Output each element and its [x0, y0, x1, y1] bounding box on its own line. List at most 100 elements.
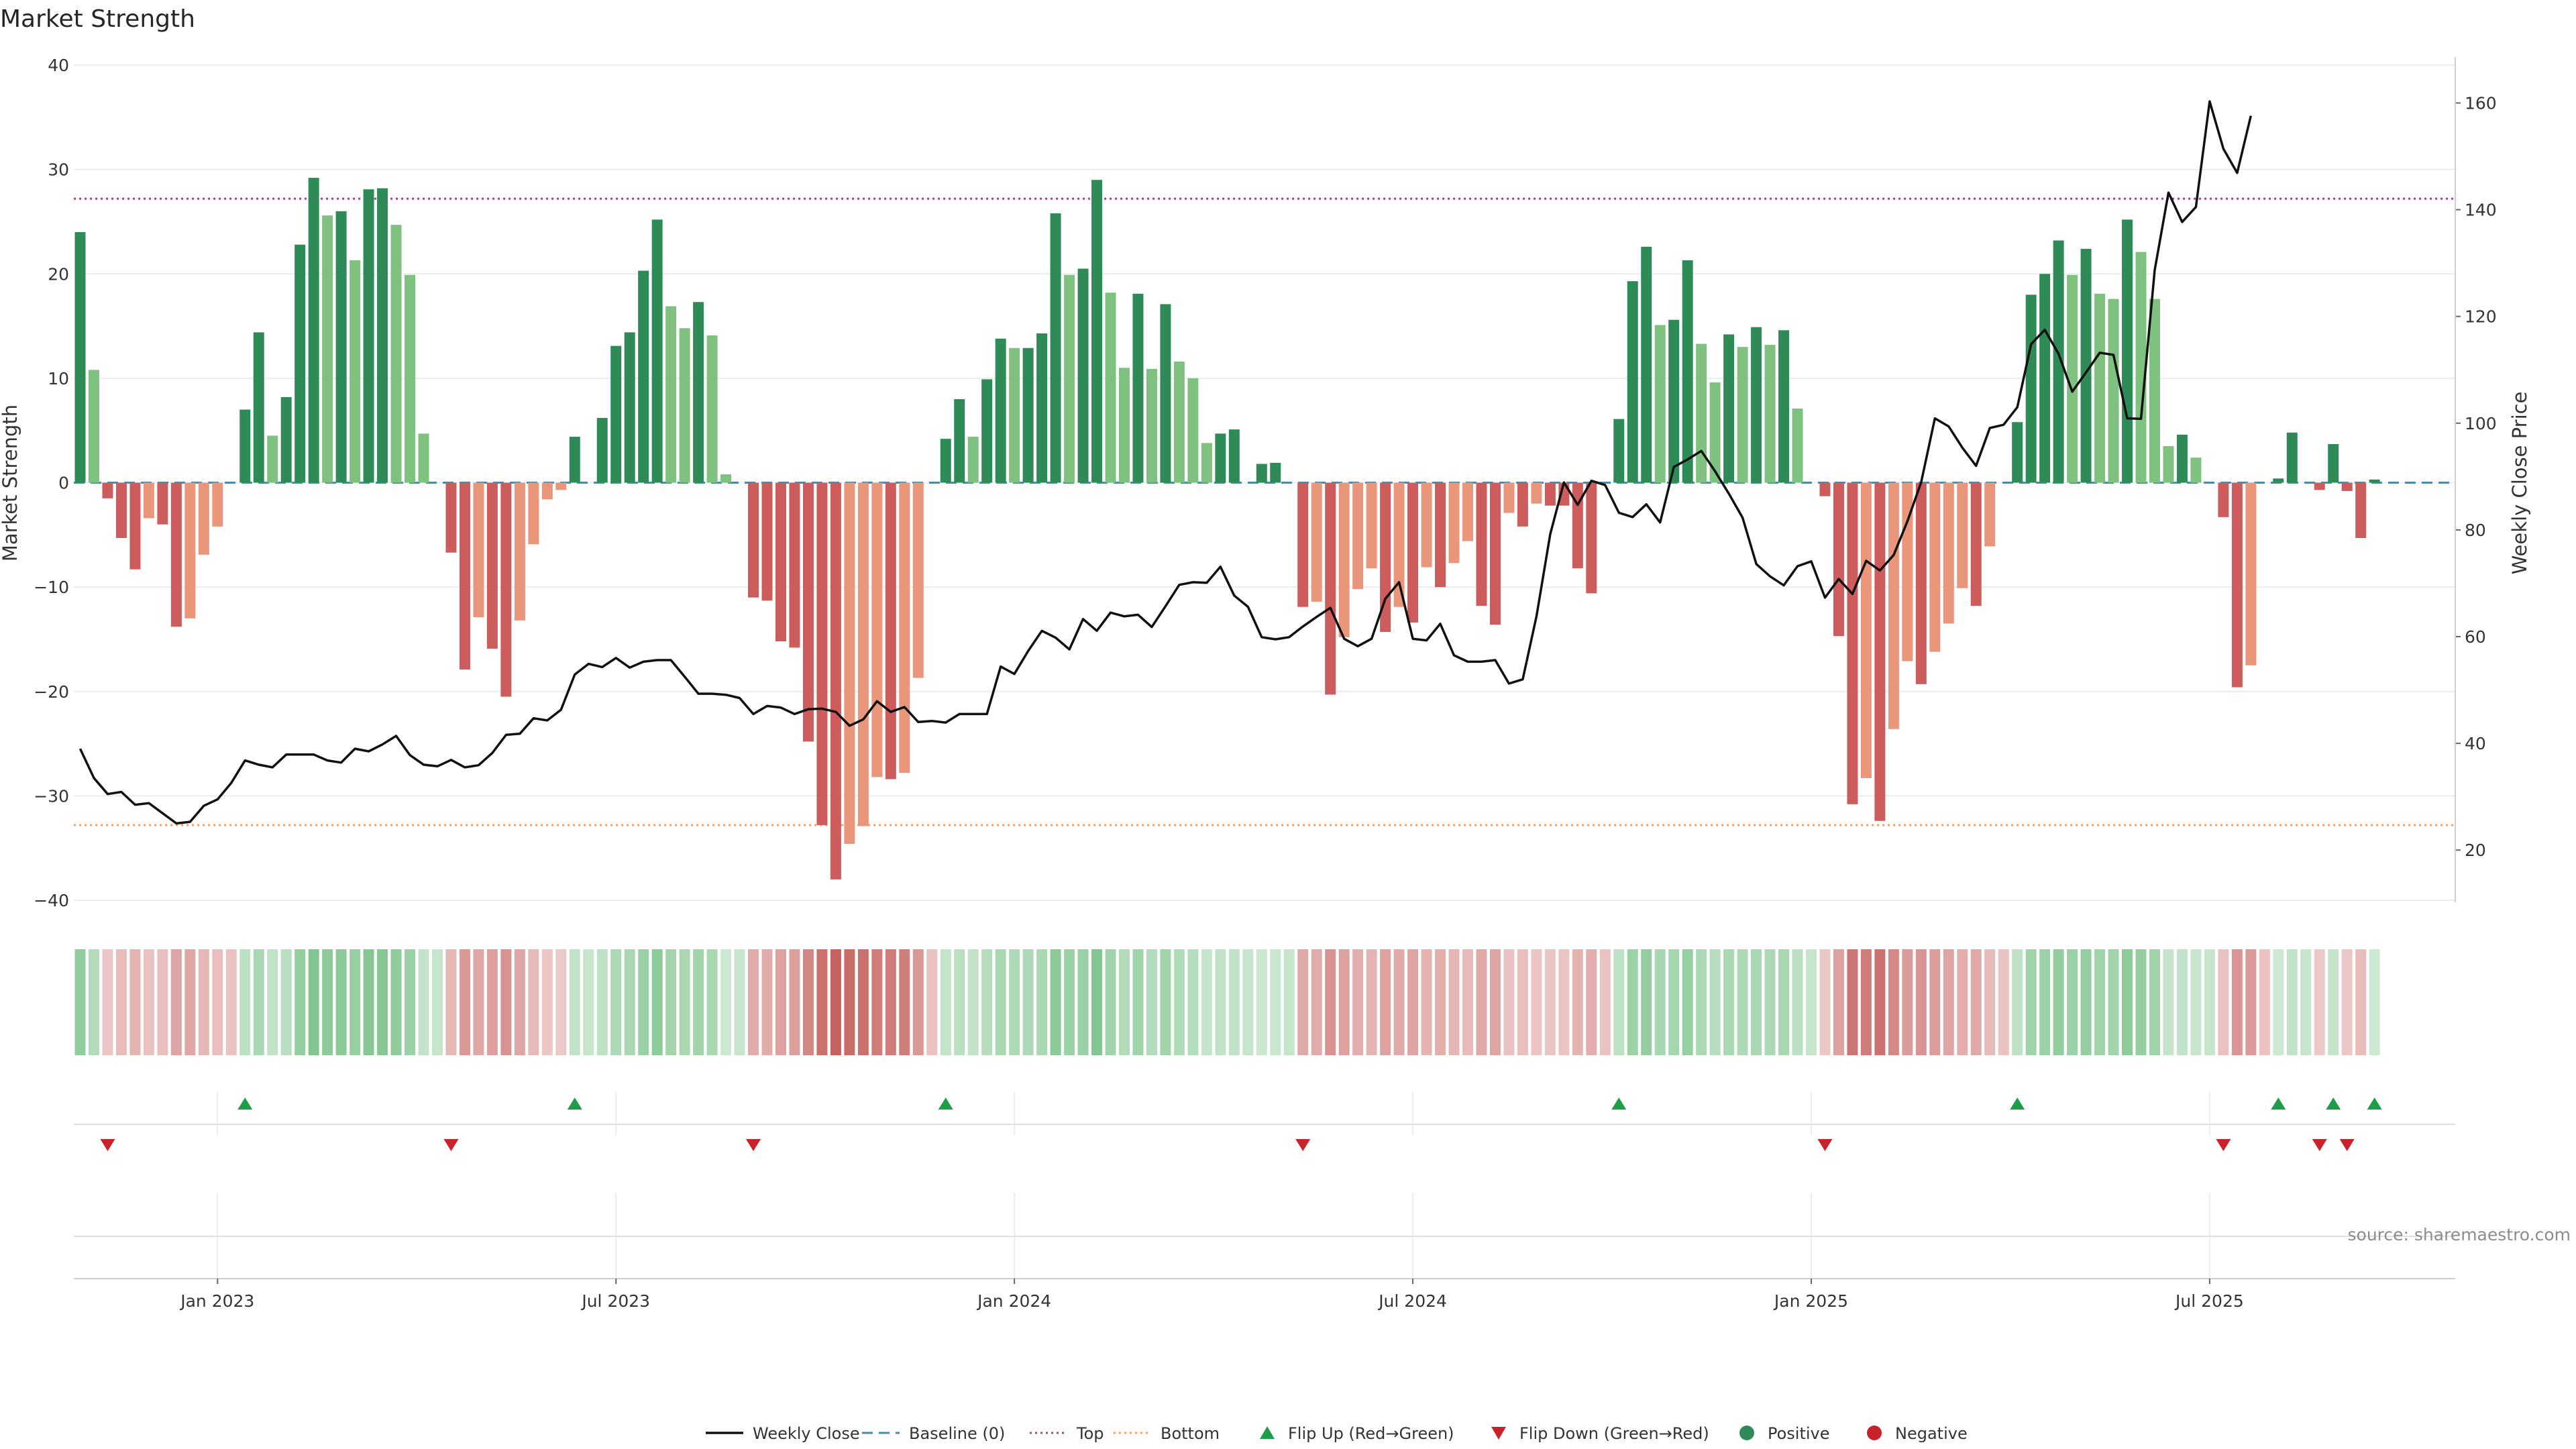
heatmap-cell [1380, 949, 1391, 1055]
strength-bar [2025, 294, 2037, 483]
heatmap-cell [596, 949, 608, 1055]
strength-bar [1022, 347, 1034, 483]
strength-bar [995, 338, 1006, 483]
strength-bar [486, 482, 498, 649]
strength-bar [789, 482, 800, 648]
heatmap-cell [390, 949, 402, 1055]
heatmap-cell [280, 949, 292, 1055]
x-tick-label: Jan 2024 [976, 1291, 1051, 1311]
heatmap-cell [954, 949, 965, 1055]
strength-bar [1764, 345, 1776, 483]
heatmap-cell [1984, 949, 1996, 1055]
y-left-tick: 0 [58, 474, 69, 493]
strength-bar [748, 482, 759, 598]
heatmap-cell [1888, 949, 1899, 1055]
heatmap-cell [665, 949, 677, 1055]
heatmap-cell [1215, 949, 1226, 1055]
strength-bar [308, 178, 319, 483]
heatmap-cell [350, 949, 361, 1055]
heatmap-cell [1009, 949, 1020, 1055]
legend-label: Top [1076, 1424, 1104, 1443]
flip-up-marker [938, 1097, 953, 1110]
heatmap-cell [912, 949, 924, 1055]
y-right-label: Weekly Close Price [2508, 392, 2531, 575]
strength-bar [967, 437, 979, 483]
y-right-tick: 60 [2465, 627, 2486, 647]
legend-item: Negative [1867, 1424, 1968, 1443]
heatmap-cell [1902, 949, 1913, 1055]
heatmap-cell [706, 949, 718, 1055]
heatmap-cell [1146, 949, 1157, 1055]
strength-bar [1201, 443, 1212, 483]
heatmap-cell [1352, 949, 1364, 1055]
heatmap-cell [2328, 949, 2339, 1055]
strength-bar [157, 482, 168, 525]
heatmap-cell [693, 949, 704, 1055]
heatmap-cell [1489, 949, 1501, 1055]
heatmap-cell [583, 949, 594, 1055]
strength-bar [267, 435, 278, 483]
heatmap-cell [170, 949, 182, 1055]
flip-markers-panel [74, 1092, 2455, 1151]
heatmap-cell [405, 949, 416, 1055]
heatmap-cell [2286, 949, 2298, 1055]
strength-bar [2163, 446, 2174, 483]
heatmap-cell [1448, 949, 1460, 1055]
strength-bar [1421, 482, 1432, 568]
heatmap-cell [1462, 949, 1473, 1055]
heatmap-cell [720, 949, 732, 1055]
strength-bar [885, 482, 896, 780]
strength-bar [2122, 219, 2133, 483]
heatmap-cell [431, 949, 443, 1055]
heatmap-cell [926, 949, 938, 1055]
heatmap-cell [225, 949, 237, 1055]
axes: 403020100−10−20−30−401601401201008060402… [0, 56, 2531, 910]
strength-bar [638, 270, 649, 483]
heatmap-cell [418, 949, 429, 1055]
strength-bar [2067, 274, 2078, 483]
strength-bar [1393, 482, 1405, 607]
strength-bar [596, 418, 608, 483]
strength-bar [693, 302, 704, 483]
strength-bar [665, 306, 677, 483]
strength-bar [1489, 482, 1501, 625]
heatmap-cell [1544, 949, 1556, 1055]
strength-bar [679, 328, 690, 483]
strength-bar [1970, 482, 1982, 606]
strength-bar [2012, 422, 2023, 483]
heatmap-cell [1297, 949, 1309, 1055]
heatmap-cell [1723, 949, 1735, 1055]
strength-bar [239, 409, 251, 483]
heatmap-cell [1764, 949, 1776, 1055]
strength-bar [1009, 347, 1020, 483]
heatmap-cell [569, 949, 580, 1055]
strength-bar [1778, 330, 1790, 483]
strength-bar [1173, 361, 1185, 483]
heatmap-cell [2273, 949, 2284, 1055]
heatmap-cell [555, 949, 567, 1055]
heatmap-cell [1517, 949, 1528, 1055]
strength-bars [74, 178, 2380, 879]
heatmap-cell [1819, 949, 1831, 1055]
strength-bar [1462, 482, 1473, 541]
heatmap-cell [1407, 949, 1419, 1055]
strength-bar [1228, 429, 1240, 483]
strength-bar [1448, 482, 1460, 564]
y-right-tick: 140 [2465, 201, 2497, 220]
heatmap-cell [377, 949, 388, 1055]
heatmap-cell [1709, 949, 1721, 1055]
y-right-tick: 120 [2465, 307, 2497, 327]
strength-bar [1338, 482, 1350, 637]
heatmap-cell [1311, 949, 1322, 1055]
heatmap-cell [184, 949, 196, 1055]
strength-bar [1256, 464, 1267, 483]
strength-bar [1105, 292, 1116, 483]
legend-item: Positive [1739, 1424, 1830, 1443]
heatmap-cell [748, 949, 759, 1055]
heatmap-cell [1874, 949, 1886, 1055]
heatmap-cell [1393, 949, 1405, 1055]
heatmap-cell [1654, 949, 1666, 1055]
heatmap-cell [981, 949, 993, 1055]
strength-bar [390, 225, 402, 483]
